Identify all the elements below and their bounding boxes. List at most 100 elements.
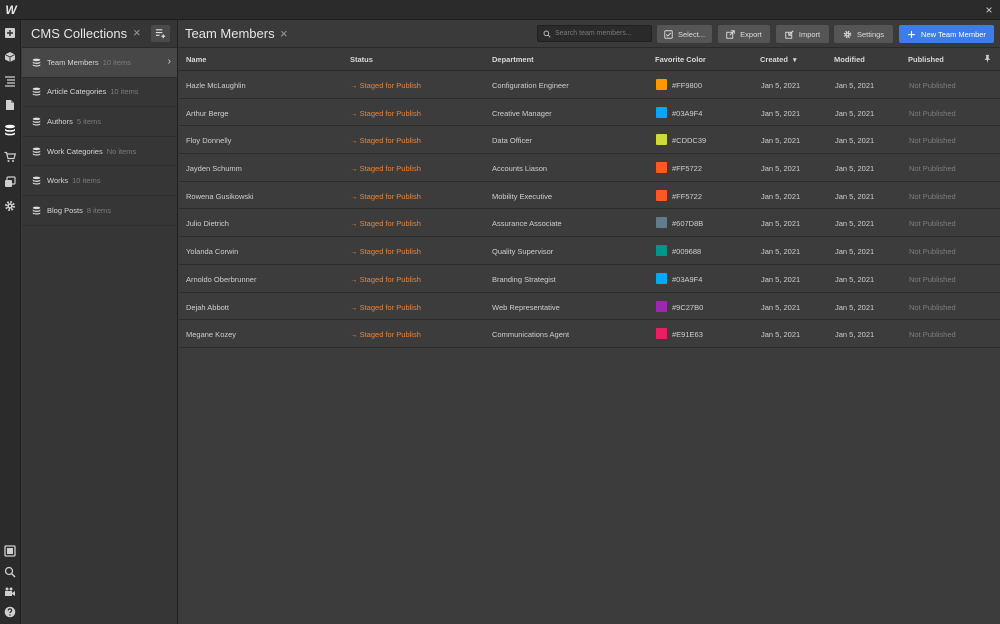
collection-item[interactable]: Team Members 10 items › [22,48,177,78]
assets-icon[interactable] [3,175,17,189]
box-icon[interactable] [3,50,17,64]
collection-item[interactable]: Blog Posts 8 items [22,196,177,226]
table-row[interactable]: Megane Kozey → Staged for Publish Communic… [179,320,1000,348]
cell-color-hex: #E91E63 [672,330,703,340]
video-icon[interactable] [3,585,17,599]
select-button[interactable]: Select... [657,25,712,43]
collection-count: 5 items [76,116,102,126]
close-icon[interactable]: × [985,3,993,17]
cell-department: Configuration Engineer [492,81,569,90]
cell-department: Accounts Liason [492,164,548,174]
cell-modified: Jan 5, 2021 [835,81,875,90]
import-button[interactable]: Import [776,25,829,43]
collection-name: Authors [47,116,73,126]
cell-color-hex: #FF5722 [672,191,703,201]
cell-name: Dejah Abbott [186,302,229,312]
column-header-modified[interactable]: Modified [834,55,865,64]
table-row[interactable]: Arnoldo Oberbrunner → Staged for Publish B… [179,264,1000,293]
cell-color-hex: #9C27B0 [672,302,704,312]
status-label: Staged for Publish [359,302,421,312]
close-panel-icon[interactable]: × [133,25,141,40]
database-icon [32,87,41,96]
cell-status: → Staged for Publish [350,303,421,312]
arrow-right-icon: → [350,191,358,201]
search-icon[interactable] [3,565,17,579]
cell-modified: Jan 5, 2021 [835,191,875,201]
new-item-label: New Team Member [921,29,986,39]
cell-published: Not Published [909,81,956,90]
color-swatch [656,106,667,118]
table-row[interactable]: Julio Dietrich → Staged for Publish Assura… [179,209,1000,238]
table-row[interactable]: Rowena Gusikowski → Staged for Publish Mob… [179,181,1000,210]
table-row[interactable]: Arthur Berge → Staged for Publish Creative… [179,98,1000,127]
pin-icon[interactable] [982,54,992,64]
database-icon [32,147,41,156]
cell-published: Not Published [909,108,956,118]
arrow-right-icon: → [350,136,358,146]
settings-icon[interactable] [3,199,17,213]
add-icon[interactable] [3,26,17,40]
cell-status: → Staged for Publish [350,275,421,284]
collection-item[interactable]: Work Categories No items [22,137,177,167]
cell-published: Not Published [909,191,956,201]
table-row[interactable]: Jayden Schumm → Staged for Publish Account… [179,154,1000,182]
column-header-status[interactable]: Status [350,55,373,64]
cell-created: Jan 5, 2021 [761,191,801,201]
column-header-published[interactable]: Published [908,55,944,64]
collection-title: Team Members [185,26,275,41]
collection-item[interactable]: Article Categories 10 items [22,78,177,108]
ecommerce-icon[interactable] [3,150,17,164]
search-input[interactable]: Search team members... [537,25,652,42]
table-row[interactable]: Yolanda Corwin → Staged for Publish Qualit… [179,237,1000,265]
cell-modified: Jan 5, 2021 [835,219,875,229]
table-row[interactable]: Hazle McLaughlin → Staged for Publish Conf… [179,71,1000,99]
status-label: Staged for Publish [359,274,421,284]
preview-icon[interactable] [3,544,17,558]
cell-color-hex: #FF5722 [672,164,703,174]
new-team-member-button[interactable]: New Team Member [899,25,994,43]
collection-item[interactable]: Authors 5 items [22,107,177,137]
table-row[interactable]: Floy Donnelly → Staged for Publish Data Of… [179,126,1000,155]
cell-department: Branding Strategist [492,274,556,284]
cms-icon[interactable] [3,123,17,137]
cell-name: Megane Kozey [186,330,237,340]
column-header-department[interactable]: Department [492,55,534,64]
color-swatch [656,79,667,90]
cell-department: Creative Manager [492,108,552,118]
color-swatch [656,272,667,284]
cell-created: Jan 5, 2021 [761,81,801,90]
webflow-logo[interactable]: W [5,3,17,17]
cell-published: Not Published [909,219,956,229]
cell-color-hex: #CDDC39 [672,136,707,146]
created-label: Created [760,55,788,64]
database-icon [32,206,41,215]
add-collection-button[interactable] [151,25,170,42]
gear-icon [843,30,852,38]
help-icon[interactable] [3,605,17,619]
cell-created: Jan 5, 2021 [761,274,801,284]
settings-label: Settings [856,29,885,39]
arrow-right-icon: → [350,108,358,118]
column-header-name[interactable]: Name [186,55,207,64]
cell-department: Quality Supervisor [492,247,554,257]
search-placeholder: Search team members... [555,30,632,37]
settings-button[interactable]: Settings [834,25,893,43]
column-header-created[interactable]: Created ▾ [760,55,797,64]
pages-icon[interactable] [3,98,17,112]
column-header-favorite-color[interactable]: Favorite Color [655,55,706,64]
cell-name: Arthur Berge [186,108,229,118]
collection-name: Team Members [47,57,99,67]
close-collection-icon[interactable]: × [280,26,288,41]
navigator-icon[interactable] [3,74,17,88]
collection-count: 10 items [110,87,139,97]
cell-status: → Staged for Publish [350,164,421,173]
cell-created: Jan 5, 2021 [761,108,801,118]
table-row[interactable]: Dejah Abbott → Staged for Publish Web Repr… [179,292,1000,321]
cell-name: Floy Donnelly [186,136,232,146]
collection-count: 8 items [86,205,112,215]
collection-count: No items [106,146,137,156]
collection-item[interactable]: Works 10 items [22,166,177,196]
export-button[interactable]: Export [718,25,770,43]
cell-status: → Staged for Publish [350,247,421,256]
collection-items-view: Team Members × Search team members... Se… [179,20,1000,624]
